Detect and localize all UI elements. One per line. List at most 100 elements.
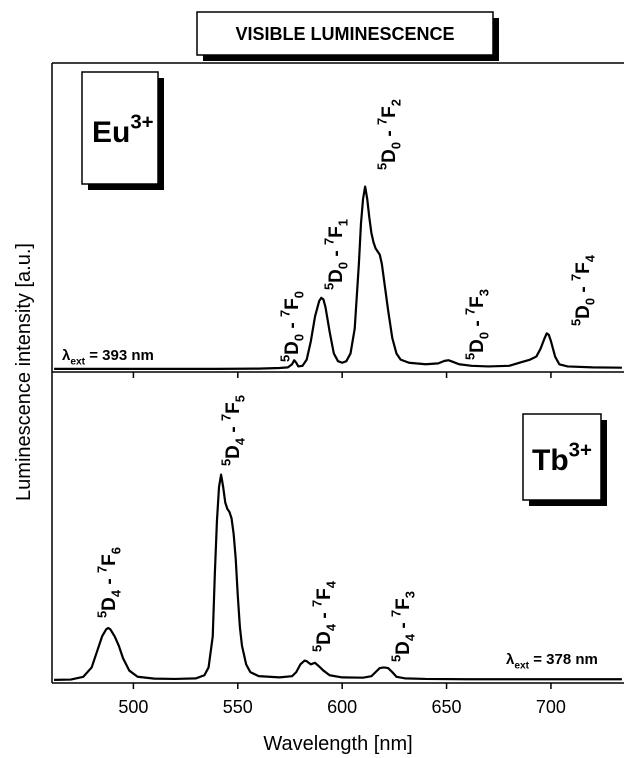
transition-label-part: 7 (374, 118, 389, 125)
transition-label-part: D (379, 149, 400, 163)
transition-label-part: 6 (109, 547, 124, 554)
excitation-label: λext = 393 nm (62, 347, 154, 368)
ion-label-part: 3+ (130, 112, 153, 134)
transition-label-part: 7 (462, 308, 477, 315)
transition-label-part: 3 (403, 591, 418, 598)
transition-label: 5D4 - 7F3 (388, 591, 417, 662)
transition-label-part: 4 (324, 623, 339, 631)
excitation-label-part: ext (514, 661, 529, 672)
transition-label-part: - (99, 573, 120, 590)
ion-box (81, 71, 159, 185)
transition-label-part: - (326, 245, 347, 262)
transition-label-part: F (223, 402, 244, 414)
transition-label-part: D (223, 445, 244, 459)
x-tick-label: 650 (432, 697, 462, 717)
title: VISIBLE LUMINESCENCE (235, 24, 454, 44)
transition-label-part: 0 (583, 298, 598, 305)
transition-label-part: F (379, 106, 400, 118)
transition-label-part: F (99, 554, 120, 566)
ion-label-part: Tb (532, 444, 569, 477)
transition-label-part: 5 (374, 163, 389, 170)
transition-label-part: D (573, 305, 594, 319)
transition-label-part: D (467, 339, 488, 353)
spectrum-line (54, 473, 622, 681)
transition-label-part: 7 (309, 600, 324, 607)
transition-label-part: 7 (388, 610, 403, 617)
transition-label-part: F (326, 226, 347, 238)
transition-label-part: - (223, 421, 244, 438)
transition-label-part: 5 (277, 355, 292, 362)
transition-label-part: 2 (389, 99, 404, 106)
transition-label-part: D (393, 641, 414, 655)
x-tick-label: 550 (223, 697, 253, 717)
transition-label-part: D (326, 269, 347, 283)
transition-label-part: 5 (462, 353, 477, 360)
transition-label: 5D0 - 7F0 (277, 291, 306, 362)
ion-label-part: 3+ (569, 440, 592, 462)
transition-label: 5D0 - 7F2 (374, 99, 403, 170)
title-box (196, 11, 494, 56)
transition-label-part: - (573, 281, 594, 298)
transition-label-part: D (99, 597, 120, 611)
ion-label: Eu3+ (92, 112, 154, 150)
transition-label-part: 3 (477, 289, 492, 296)
transition-label-part: 7 (218, 414, 233, 421)
transition-label: 5D0 - 7F3 (462, 289, 491, 360)
transition-label-part: 4 (109, 589, 124, 597)
ion-box (522, 413, 602, 501)
spectrum-line (54, 185, 622, 371)
transition-label: 5D0 - 7F1 (321, 219, 350, 290)
transition-label-part: 0 (477, 332, 492, 339)
transition-label-part: 7 (568, 274, 583, 281)
transition-label-part: 5 (309, 645, 324, 652)
transition-label-part: D (282, 341, 303, 355)
transition-label-part: 1 (336, 219, 351, 226)
transition-label-part: F (282, 298, 303, 310)
transition-label-part: 5 (568, 319, 583, 326)
transition-label-part: 4 (324, 580, 339, 588)
transition-label-part: - (393, 617, 414, 634)
transition-label-part: 0 (389, 142, 404, 149)
x-tick-label: 500 (118, 697, 148, 717)
transition-label-part: 5 (218, 459, 233, 466)
transition-label-part: 5 (233, 395, 248, 402)
transition-label-part: F (314, 588, 335, 600)
excitation-label-part: = 393 nm (85, 347, 154, 364)
x-axis-label: Wavelength [nm] (263, 733, 412, 755)
transition-label-part: 0 (292, 291, 307, 298)
transition-label: 5D4 - 7F5 (218, 395, 247, 466)
transition-label-part: - (314, 607, 335, 624)
transition-label-part: - (467, 315, 488, 332)
excitation-label-part: = 378 nm (529, 651, 598, 668)
transition-label-part: 4 (233, 437, 248, 445)
ion-label: Tb3+ (532, 440, 592, 478)
transition-label: 5D0 - 7F4 (568, 254, 597, 326)
transition-label-part: 4 (583, 254, 598, 262)
excitation-label: λext = 378 nm (506, 651, 598, 672)
excitation-label-part: λ (62, 347, 71, 364)
transition-label-part: 0 (336, 262, 351, 269)
transition-label-part: 0 (292, 334, 307, 341)
transition-label-part: F (393, 598, 414, 610)
transition-label-part: 7 (277, 310, 292, 317)
excitation-label-part: λ (506, 651, 515, 668)
transition-label-part: 5 (94, 611, 109, 618)
transition-label-part: 5 (388, 655, 403, 662)
x-tick-label: 600 (327, 697, 357, 717)
x-tick-label: 700 (536, 697, 566, 717)
transition-label-part: 4 (403, 633, 418, 641)
transition-label-part: - (282, 317, 303, 334)
excitation-label-part: ext (70, 357, 85, 368)
transition-label-part: 7 (321, 238, 336, 245)
transition-label-part: F (467, 296, 488, 308)
ion-label-part: Eu (92, 116, 130, 149)
y-axis-label: Luminescence intensity [a.u.] (13, 243, 35, 501)
transition-label: 5D4 - 7F4 (309, 580, 338, 652)
transition-label: 5D4 - 7F6 (94, 547, 123, 618)
transition-label-part: D (314, 631, 335, 645)
transition-label-part: 5 (321, 283, 336, 290)
transition-label-part: - (379, 125, 400, 142)
transition-label-part: F (573, 262, 594, 274)
